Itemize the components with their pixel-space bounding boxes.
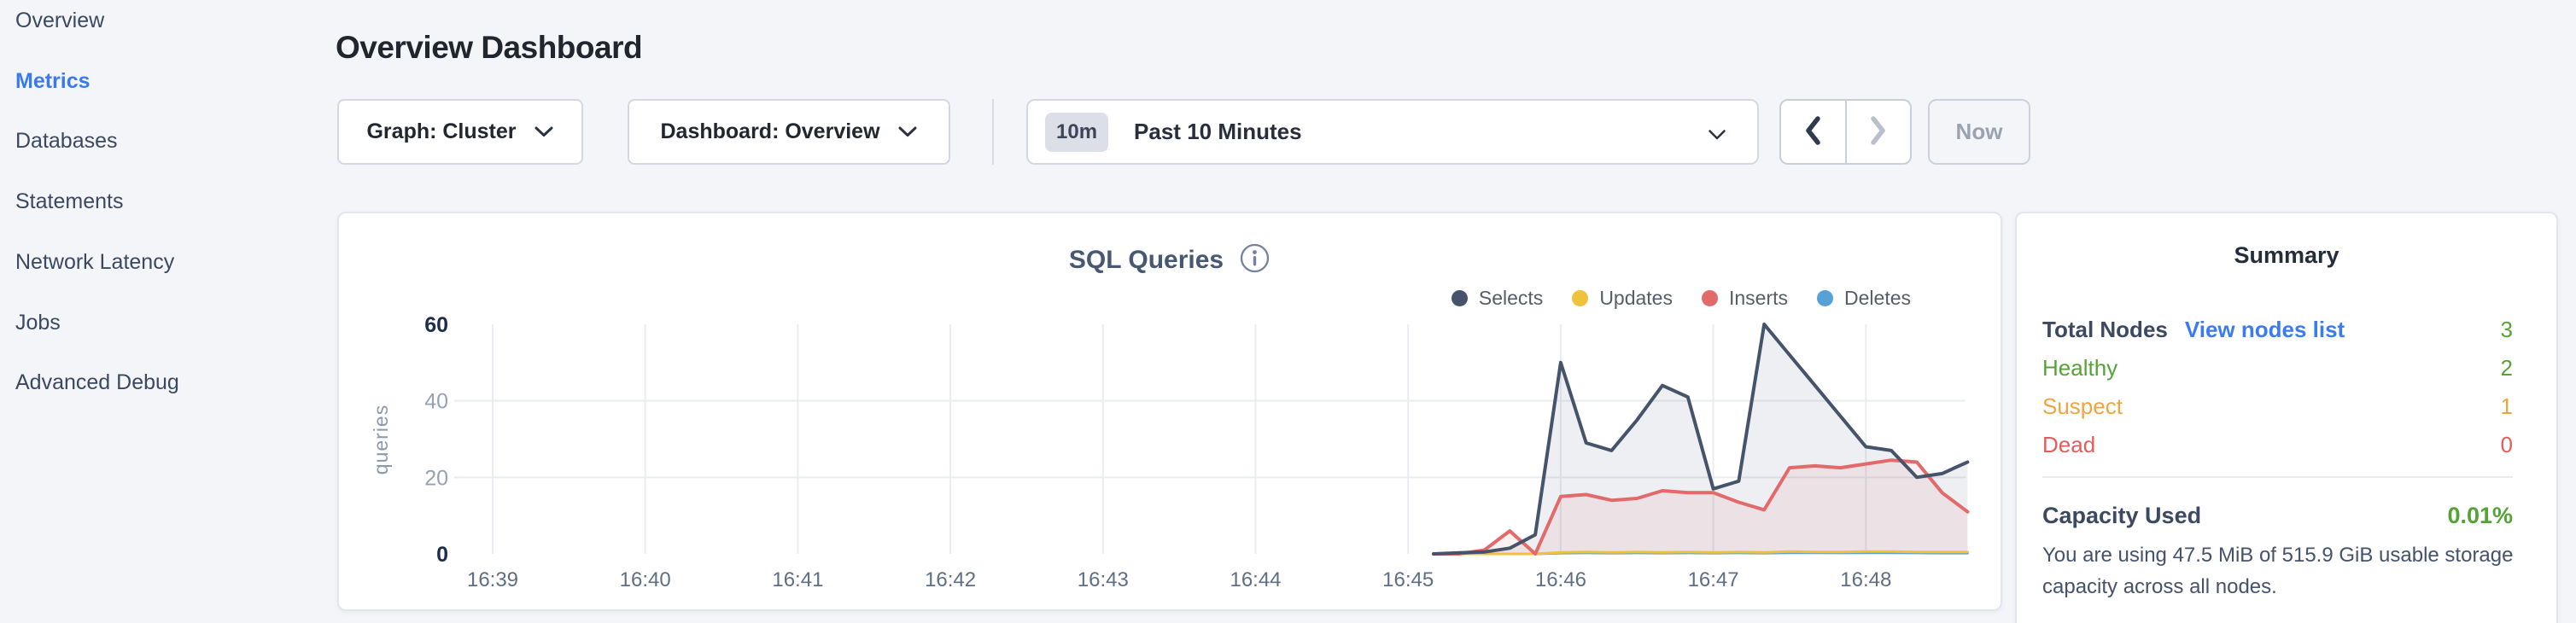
time-range-badge: 10m [1045,112,1109,152]
legend-label: Inserts [1728,287,1789,309]
summary-row-dead: Dead 0 [2042,426,2513,464]
svg-text:16:39: 16:39 [467,568,518,591]
svg-text:60: 60 [424,313,448,337]
summary-row-healthy: Healthy 2 [2042,349,2513,387]
graph-dropdown-label: Graph: Cluster [366,119,517,143]
time-step-group [1779,99,1912,165]
svg-text:queries: queries [370,405,392,475]
legend-item-updates: Updates [1572,287,1673,310]
sql-queries-plot: 0 20 40 60 16:39 16:40 16:41 16:42 16:43 16:44 16:… [370,313,1970,591]
legend-label: Updates [1599,287,1673,309]
legend-dot-icon [1817,290,1834,306]
svg-text:16:48: 16:48 [1840,568,1891,591]
capacity-used-row: Capacity Used 0.01% [2017,498,2556,533]
chart-title: SQL Queries [1068,246,1224,274]
sidebar-item-advanced-debug[interactable]: Advanced Debug [15,370,179,394]
chevron-down-icon [1708,129,1726,143]
summary-row-label: Dead [2042,432,2096,457]
summary-title: Summary [2234,242,2339,268]
svg-text:16:42: 16:42 [925,568,976,591]
svg-text:16:41: 16:41 [772,568,823,591]
summary-row-label: Healthy [2042,355,2118,381]
chevron-left-icon [1803,115,1822,148]
sidebar-item-overview[interactable]: Overview [15,9,105,32]
dashboard-dropdown-label: Dashboard: Overview [660,119,880,143]
sql-queries-chart-card: 0 20 40 60 16:39 16:40 16:41 16:42 16:43 16:44 16:… [337,212,2002,611]
svg-text:20: 20 [424,466,448,490]
capacity-used-label: Capacity Used [2042,502,2202,528]
legend-label: Deletes [1844,287,1911,309]
svg-text:40: 40 [424,390,448,414]
sidebar-item-network-latency[interactable]: Network Latency [15,250,175,274]
svg-text:16:46: 16:46 [1535,568,1586,591]
graph-dropdown[interactable]: Graph: Cluster [337,99,583,165]
svg-text:16:44: 16:44 [1230,568,1281,591]
svg-text:0: 0 [436,543,448,567]
svg-text:16:47: 16:47 [1688,568,1739,591]
dashboard-dropdown[interactable]: Dashboard: Overview [628,99,950,165]
chart-legend: Selects Updates Inserts Deletes [1451,287,1911,310]
summary-row-value: 2 [2500,355,2513,381]
view-nodes-list-link[interactable]: View nodes list [2184,317,2345,342]
chevron-down-icon [897,119,918,144]
summary-row-label: Suspect [2042,393,2123,419]
legend-item-deletes: Deletes [1817,287,1911,310]
sidebar: Overview Metrics Databases Statements Networ… [0,0,324,623]
summary-row-value: 0 [2500,432,2513,457]
time-range-selector[interactable]: 10m Past 10 Minutes [1026,99,1759,165]
legend-dot-icon [1572,290,1589,306]
summary-panel: Summary Total Nodes View nodes list 3 He… [2015,212,2558,623]
sidebar-item-metrics[interactable]: Metrics [15,69,91,93]
summary-row-suspect: Suspect 1 [2042,387,2513,426]
legend-item-inserts: Inserts [1701,287,1789,310]
capacity-used-value: 0.01% [2447,502,2513,528]
sidebar-item-databases[interactable]: Databases [15,129,118,153]
time-range-label: Past 10 Minutes [1134,119,1302,144]
toolbar: Graph: Cluster Dashboard: Overview 10m P… [337,99,2030,165]
summary-divider [2042,476,2513,478]
svg-text:16:45: 16:45 [1382,568,1434,591]
legend-dot-icon [1701,290,1718,306]
sidebar-item-jobs[interactable]: Jobs [15,311,61,335]
total-nodes-value: 3 [2500,317,2513,342]
legend-dot-icon [1451,290,1468,306]
now-button[interactable]: Now [1928,99,2030,165]
toolbar-divider [992,99,994,165]
summary-rows: Total Nodes View nodes list 3 Healthy 2 Su… [2017,311,2556,464]
svg-text:16:43: 16:43 [1078,568,1129,591]
chevron-down-icon [534,119,554,144]
total-nodes-label: Total Nodes [2042,317,2168,342]
chart-title-row: SQL Queries [339,242,2001,278]
info-icon[interactable] [1239,242,1270,278]
capacity-description: You are using 47.5 MiB of 515.9 GiB usab… [2042,544,2514,598]
chevron-right-icon [1869,115,1888,148]
svg-text:16:40: 16:40 [620,568,671,591]
legend-item-selects: Selects [1451,287,1544,310]
sidebar-item-statements[interactable]: Statements [15,189,124,213]
time-next-button[interactable] [1847,101,1911,163]
time-prev-button[interactable] [1781,101,1847,163]
summary-row-value: 1 [2500,393,2513,419]
legend-label: Selects [1478,287,1544,309]
total-nodes-row: Total Nodes View nodes list 3 [2042,311,2513,349]
page-title: Overview Dashboard [336,29,643,65]
